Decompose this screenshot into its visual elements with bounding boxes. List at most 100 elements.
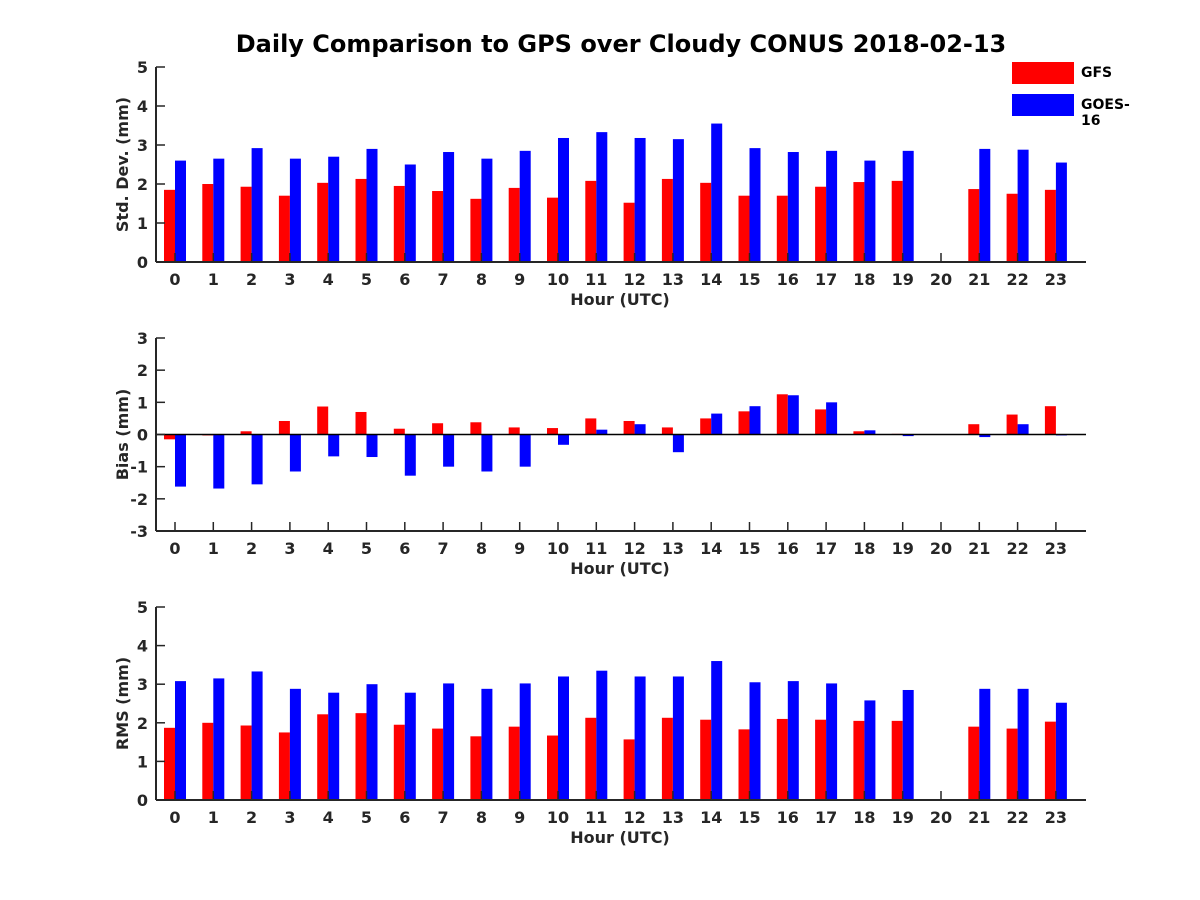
bias-bar-goes16-h4 xyxy=(328,434,340,457)
rms-bar-gfs-h9 xyxy=(508,726,520,800)
rms-bar-goes16-h0 xyxy=(175,681,186,800)
rms-xtick-label: 11 xyxy=(585,808,607,827)
stddev-bar-gfs-h18 xyxy=(853,182,865,262)
bias-ytick-label: -1 xyxy=(130,458,148,477)
rms-xtick-label: 17 xyxy=(815,808,837,827)
rms-bar-goes16-h15 xyxy=(749,682,761,800)
rms-xtick-label: 9 xyxy=(514,808,525,827)
rms-xtick-label: 15 xyxy=(738,808,760,827)
rms-bar-gfs-h19 xyxy=(891,720,903,800)
rms-bar-goes16-h21 xyxy=(979,688,991,800)
rms-xtick-label: 6 xyxy=(399,808,410,827)
stddev-xtick-label: 1 xyxy=(208,270,219,289)
rms-bar-gfs-h8 xyxy=(470,736,482,800)
rms-bar-gfs-h3 xyxy=(278,732,290,800)
bias-bar-goes16-h22 xyxy=(1017,424,1029,435)
stddev-xtick-label: 18 xyxy=(853,270,875,289)
stddev-bar-gfs-h22 xyxy=(1006,193,1018,262)
bias-x-axis-label: Hour (UTC) xyxy=(570,559,670,578)
rms-xtick-label: 19 xyxy=(892,808,914,827)
stddev-xtick-label: 14 xyxy=(700,270,722,289)
rms-bar-goes16-h18 xyxy=(864,700,876,800)
bias-xtick-label: 13 xyxy=(662,539,684,558)
rms-bar-goes16-h11 xyxy=(596,670,608,800)
bias-xtick-label: 19 xyxy=(892,539,914,558)
stddev-bar-goes16-h22 xyxy=(1017,149,1029,262)
bias-bar-goes16-h13 xyxy=(672,434,684,453)
rms-xtick-label: 4 xyxy=(323,808,334,827)
rms-bar-gfs-h7 xyxy=(432,728,444,800)
rms-bar-gfs-h6 xyxy=(393,724,405,800)
stddev-bar-gfs-h8 xyxy=(470,198,482,262)
stddev-ytick-label: 5 xyxy=(137,58,148,77)
stddev-bar-gfs-h4 xyxy=(317,182,329,262)
rms-bar-gfs-h17 xyxy=(815,719,827,800)
bias-bar-goes16-h11 xyxy=(596,429,608,435)
rms-ytick-label: 5 xyxy=(137,598,148,617)
bias-xtick-label: 6 xyxy=(399,539,410,558)
rms-bar-gfs-h0 xyxy=(164,727,175,800)
bias-bar-gfs-h3 xyxy=(278,420,290,435)
bias-bar-gfs-h0 xyxy=(164,434,175,440)
bias-xtick-label: 11 xyxy=(585,539,607,558)
bias-bar-goes16-h1 xyxy=(213,434,225,489)
rms-bar-goes16-h13 xyxy=(672,676,684,800)
stddev-bar-goes16-h5 xyxy=(366,148,378,262)
rms-y-axis-label: RMS (mm) xyxy=(113,657,132,750)
rms-bar-goes16-h3 xyxy=(289,688,301,800)
stddev-bar-gfs-h17 xyxy=(815,186,827,262)
stddev-bar-goes16-h23 xyxy=(1055,162,1067,262)
rms-bar-goes16-h12 xyxy=(634,676,646,800)
bias-xtick-label: 2 xyxy=(246,539,257,558)
bias-xtick-label: 5 xyxy=(361,539,372,558)
bias-bar-gfs-h2 xyxy=(240,431,252,435)
stddev-bar-gfs-h19 xyxy=(891,180,903,262)
rms-bar-gfs-h21 xyxy=(968,726,980,800)
stddev-xtick-label: 5 xyxy=(361,270,372,289)
rms-xtick-label: 21 xyxy=(968,808,990,827)
bias-bar-goes16-h17 xyxy=(826,402,838,435)
rms-bar-goes16-h22 xyxy=(1017,688,1029,800)
stddev-bar-goes16-h18 xyxy=(864,160,876,262)
rms-bar-gfs-h18 xyxy=(853,720,865,800)
stddev-bar-gfs-h15 xyxy=(738,195,750,262)
stddev-bar-goes16-h0 xyxy=(175,160,186,262)
stddev-bar-gfs-h13 xyxy=(661,178,673,262)
stddev-bar-gfs-h0 xyxy=(164,189,175,262)
stddev-bar-gfs-h21 xyxy=(968,189,980,262)
stddev-bar-goes16-h6 xyxy=(404,164,416,262)
bias-bar-gfs-h10 xyxy=(547,428,558,435)
stddev-bar-goes16-h19 xyxy=(902,150,914,262)
stddev-bar-gfs-h11 xyxy=(585,180,597,262)
stddev-bar-goes16-h14 xyxy=(711,123,723,262)
bias-bar-goes16-h3 xyxy=(289,434,301,472)
stddev-bar-gfs-h23 xyxy=(1044,189,1056,262)
bias-bar-gfs-h7 xyxy=(432,423,444,435)
stddev-bar-goes16-h1 xyxy=(213,158,225,262)
stddev-ytick-label: 1 xyxy=(137,214,148,233)
stddev-xtick-label: 12 xyxy=(623,270,645,289)
bias-xtick-label: 22 xyxy=(1006,539,1028,558)
rms-bar-goes16-h14 xyxy=(711,661,723,800)
rms-bar-gfs-h13 xyxy=(661,717,673,800)
bias-bar-goes16-h8 xyxy=(481,434,493,472)
rms-xtick-label: 22 xyxy=(1006,808,1028,827)
rms-bar-goes16-h5 xyxy=(366,684,378,800)
bias-ytick-label: 0 xyxy=(137,426,148,445)
bias-xtick-label: 12 xyxy=(623,539,645,558)
stddev-xtick-label: 7 xyxy=(438,270,449,289)
stddev-bar-gfs-h10 xyxy=(547,197,558,262)
rms-bar-goes16-h4 xyxy=(328,692,340,800)
bias-xtick-label: 9 xyxy=(514,539,525,558)
stddev-xtick-label: 21 xyxy=(968,270,990,289)
stddev-bar-gfs-h9 xyxy=(508,187,520,262)
bias-bar-goes16-h2 xyxy=(251,434,263,485)
rms-bar-gfs-h4 xyxy=(317,714,329,800)
bias-xtick-label: 10 xyxy=(547,539,569,558)
stddev-y-axis-label: Std. Dev. (mm) xyxy=(113,97,132,232)
bias-xtick-label: 1 xyxy=(208,539,219,558)
bias-xtick-label: 20 xyxy=(930,539,952,558)
rms-bar-goes16-h7 xyxy=(443,683,455,800)
bias-xtick-label: 0 xyxy=(169,539,180,558)
rms-bar-goes16-h2 xyxy=(251,671,263,800)
